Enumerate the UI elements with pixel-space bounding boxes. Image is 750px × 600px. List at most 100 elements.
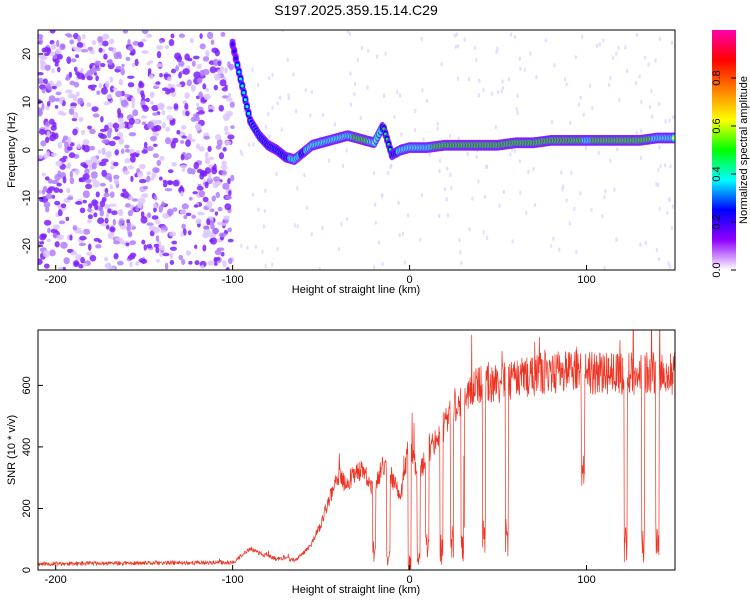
noise-cell [143, 141, 148, 149]
noise-cell [44, 176, 50, 181]
colorbar-tick-label: 0.2 [711, 214, 723, 229]
noise-cell [47, 84, 53, 91]
noise-cell [106, 93, 113, 100]
noise-cell [194, 244, 198, 249]
noise-cell [195, 123, 202, 131]
faint-cell [501, 79, 504, 84]
noise-cell [181, 203, 189, 210]
noise-cell [202, 225, 210, 230]
ridge-core-cell [243, 98, 247, 102]
noise-cell [105, 80, 110, 88]
noise-cell [166, 114, 174, 121]
noise-cell [164, 188, 173, 192]
y-tick-label: 0 [21, 147, 33, 153]
colorbar-strip [712, 30, 736, 270]
noise-cell [49, 80, 54, 86]
faint-cell [565, 198, 568, 203]
noise-cell [107, 58, 113, 66]
noise-cell [209, 208, 215, 213]
noise-cell [162, 252, 170, 257]
noise-cell [135, 152, 139, 158]
faint-cell [615, 51, 618, 56]
noise-cell [227, 238, 234, 243]
noise-cell [187, 133, 193, 141]
noise-cell [156, 259, 160, 263]
noise-cell [67, 136, 72, 145]
noise-cell [46, 130, 51, 137]
faint-cell [552, 236, 555, 241]
faint-cell [550, 244, 553, 249]
noise-cell [149, 91, 155, 99]
noise-cell [184, 92, 190, 99]
noise-cell [196, 168, 203, 174]
faint-cell [373, 265, 376, 270]
noise-cell [222, 259, 227, 268]
faint-cell [516, 93, 519, 98]
noise-cell [90, 84, 97, 89]
faint-cell [305, 205, 309, 210]
faint-cell [597, 150, 600, 156]
faint-cell [509, 152, 512, 157]
noise-cell [97, 36, 104, 43]
noise-cell [60, 203, 67, 209]
faint-cell [634, 80, 638, 86]
noise-cell [123, 170, 130, 175]
noise-cell [180, 232, 184, 237]
noise-cell [185, 250, 192, 256]
faint-cell [251, 67, 254, 72]
noise-cell [214, 249, 222, 256]
noise-cell [109, 184, 114, 190]
faint-cell [263, 208, 267, 214]
noise-cell [103, 53, 108, 60]
noise-cell [90, 87, 96, 91]
faint-cell [516, 111, 519, 116]
noise-cell [185, 110, 190, 117]
noise-cell [97, 217, 105, 225]
noise-cell [38, 71, 44, 76]
noise-cell [193, 204, 199, 208]
noise-cell [188, 260, 193, 265]
noise-cell [222, 182, 230, 190]
noise-cell [124, 203, 132, 208]
noise-cell [70, 58, 77, 63]
faint-cell [471, 196, 474, 201]
noise-cell [198, 190, 206, 198]
noise-cell [54, 241, 60, 248]
noise-cell [80, 49, 89, 53]
noise-cell [179, 185, 184, 193]
faint-cell [251, 192, 255, 197]
noise-cell [227, 61, 231, 68]
noise-cell [38, 258, 43, 265]
noise-cell [107, 232, 114, 240]
faint-cell [278, 95, 282, 100]
noise-cell [102, 33, 110, 40]
noise-cell [128, 132, 137, 137]
noise-cell [74, 47, 82, 52]
noise-cell [225, 267, 230, 270]
noise-cell [104, 187, 109, 194]
faint-cell [574, 55, 578, 60]
faint-cell [635, 32, 639, 38]
noise-cell [164, 262, 169, 270]
noise-cell [57, 66, 61, 73]
faint-cell [282, 30, 285, 33]
faint-cell [456, 76, 460, 81]
faint-cell [389, 164, 392, 170]
noise-cell [122, 30, 129, 34]
faint-cell [501, 85, 505, 91]
faint-cell [577, 102, 581, 107]
noise-cell [93, 237, 101, 242]
noise-cell [108, 203, 117, 207]
noise-cell [209, 66, 217, 74]
noise-cell [141, 121, 147, 125]
faint-cell [669, 164, 672, 169]
noise-cell [131, 63, 136, 68]
noise-cell [39, 240, 45, 245]
noise-cell [58, 188, 63, 194]
ridge-core-cell [237, 70, 241, 74]
noise-cell [165, 90, 171, 95]
faint-cell [658, 145, 661, 150]
noise-cell [179, 209, 187, 215]
faint-cell [477, 179, 480, 184]
noise-cell [222, 147, 227, 152]
